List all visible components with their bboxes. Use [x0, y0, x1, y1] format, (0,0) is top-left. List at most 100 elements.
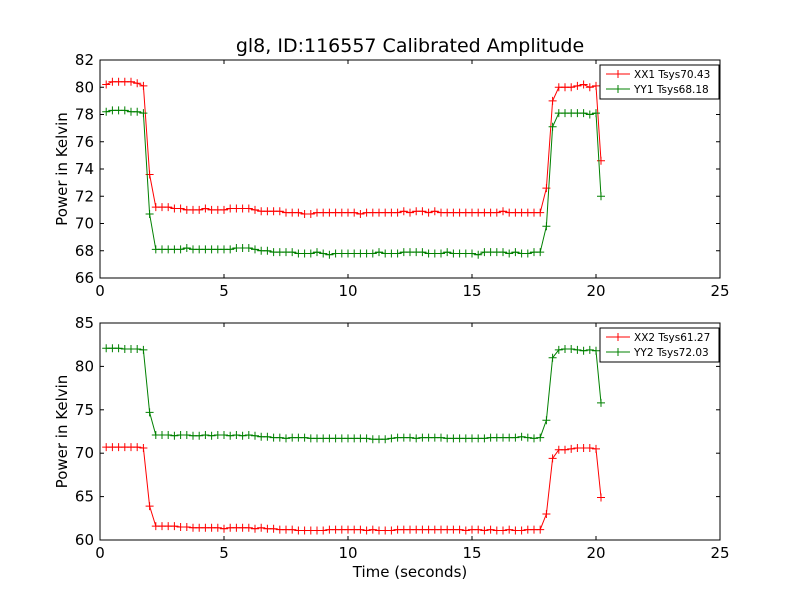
legend-label: XX2 Tsys61.27	[634, 332, 710, 344]
data-point-marker	[597, 192, 605, 201]
data-point-marker	[226, 245, 235, 254]
data-point-marker	[226, 431, 235, 440]
legend-marker	[614, 348, 622, 356]
data-point-marker	[319, 249, 328, 258]
data-point-marker	[102, 80, 111, 89]
data-point-marker	[437, 249, 445, 258]
y-tick-label: 70	[75, 444, 94, 462]
data-point-marker	[592, 444, 600, 453]
data-point-marker	[579, 109, 588, 118]
data-point-marker	[368, 525, 377, 534]
data-point-marker	[430, 207, 439, 216]
data-point-marker	[585, 345, 594, 354]
data-point-marker	[170, 522, 179, 531]
data-point-marker	[548, 96, 557, 105]
data-point-marker	[269, 524, 278, 533]
data-point-marker	[393, 249, 402, 258]
legend-label: XX1 Tsys70.43	[634, 69, 710, 81]
data-point-marker	[263, 246, 272, 255]
x-tick-label: 10	[338, 544, 357, 562]
x-tick-label: 20	[586, 544, 605, 562]
data-point-marker	[201, 204, 210, 213]
x-axis-label: Time (seconds)	[352, 563, 468, 581]
data-point-marker	[306, 210, 315, 218]
data-point-marker	[480, 526, 489, 535]
legend-box	[599, 64, 720, 100]
x-tick-label: 25	[710, 544, 729, 562]
x-tick-label: 5	[219, 544, 229, 562]
data-point-marker	[511, 433, 520, 442]
data-point-marker	[492, 208, 501, 217]
data-point-marker	[356, 525, 365, 534]
data-point-marker	[567, 345, 576, 353]
legend-marker	[614, 70, 622, 78]
chart-panel-2: 0 5 10 15 20 25 60 65 70 75 80 85 Power in Kelvin Tim…	[53, 314, 730, 581]
data-point-marker	[542, 222, 551, 231]
data-point-marker	[592, 109, 600, 118]
data-point-marker	[554, 345, 563, 354]
data-point-marker	[251, 245, 259, 254]
data-point-marker	[195, 205, 204, 214]
data-point-marker	[251, 431, 259, 440]
data-point-marker	[207, 431, 216, 440]
data-point-marker	[530, 434, 538, 443]
data-point-marker	[585, 444, 594, 452]
y-tick-label: 76	[75, 133, 94, 151]
data-point-marker	[182, 523, 191, 531]
data-point-marker	[251, 524, 259, 533]
x-tick-label: 0	[95, 282, 105, 300]
data-point-marker	[133, 79, 142, 88]
data-point-marker	[313, 248, 321, 257]
chart-title: gl8, ID:116557 Calibrated Amplitude	[236, 35, 584, 57]
data-point-marker	[548, 122, 557, 131]
y-tick-label: 68	[75, 242, 94, 260]
data-point-marker	[145, 408, 154, 417]
data-point-marker	[424, 208, 433, 217]
data-point-marker	[486, 525, 495, 534]
legend-label: YY1 Tsys68.18	[633, 84, 709, 96]
data-point-marker	[437, 433, 445, 442]
data-point-marker	[393, 208, 402, 217]
data-point-marker	[387, 434, 396, 443]
data-point-marker	[102, 107, 111, 116]
data-point-marker	[133, 345, 142, 353]
data-point-marker	[468, 249, 476, 258]
data-point-marker	[517, 432, 526, 441]
data-point-marker	[499, 526, 507, 535]
data-point-marker	[418, 248, 427, 257]
y-tick-label: 85	[75, 314, 94, 332]
data-point-marker	[244, 244, 253, 252]
data-point-marker	[592, 81, 600, 90]
data-point-marker	[461, 526, 470, 535]
data-point-marker	[548, 353, 557, 362]
data-point-marker	[139, 109, 148, 118]
data-point-marker	[499, 248, 507, 257]
data-point-marker	[232, 431, 241, 439]
data-point-marker	[579, 80, 588, 89]
data-point-marker	[597, 493, 605, 502]
y-axis-label: Power in Kelvin	[53, 375, 71, 489]
y-tick-label: 78	[75, 106, 94, 124]
data-point-marker	[282, 434, 290, 443]
x-tick-label: 20	[586, 282, 605, 300]
data-point-marker	[114, 344, 123, 353]
data-point-marker	[176, 204, 185, 213]
data-point-marker	[443, 248, 452, 257]
data-point-marker	[244, 523, 253, 532]
data-point-marker	[170, 431, 179, 440]
x-tick-label: 10	[338, 282, 357, 300]
legend-marker	[614, 85, 622, 93]
data-point-marker	[139, 81, 148, 90]
data-point-marker	[567, 444, 576, 453]
y-tick-label: 80	[75, 357, 94, 375]
data-point-marker	[536, 248, 545, 257]
data-point-marker	[573, 81, 582, 90]
series-1	[102, 77, 605, 218]
data-point-marker	[592, 346, 600, 355]
data-point-marker	[176, 245, 185, 254]
data-point-marker	[294, 208, 303, 217]
y-tick-label: 74	[75, 160, 94, 178]
data-point-marker	[133, 443, 142, 452]
data-point-marker	[511, 248, 520, 257]
data-point-marker	[182, 431, 191, 439]
